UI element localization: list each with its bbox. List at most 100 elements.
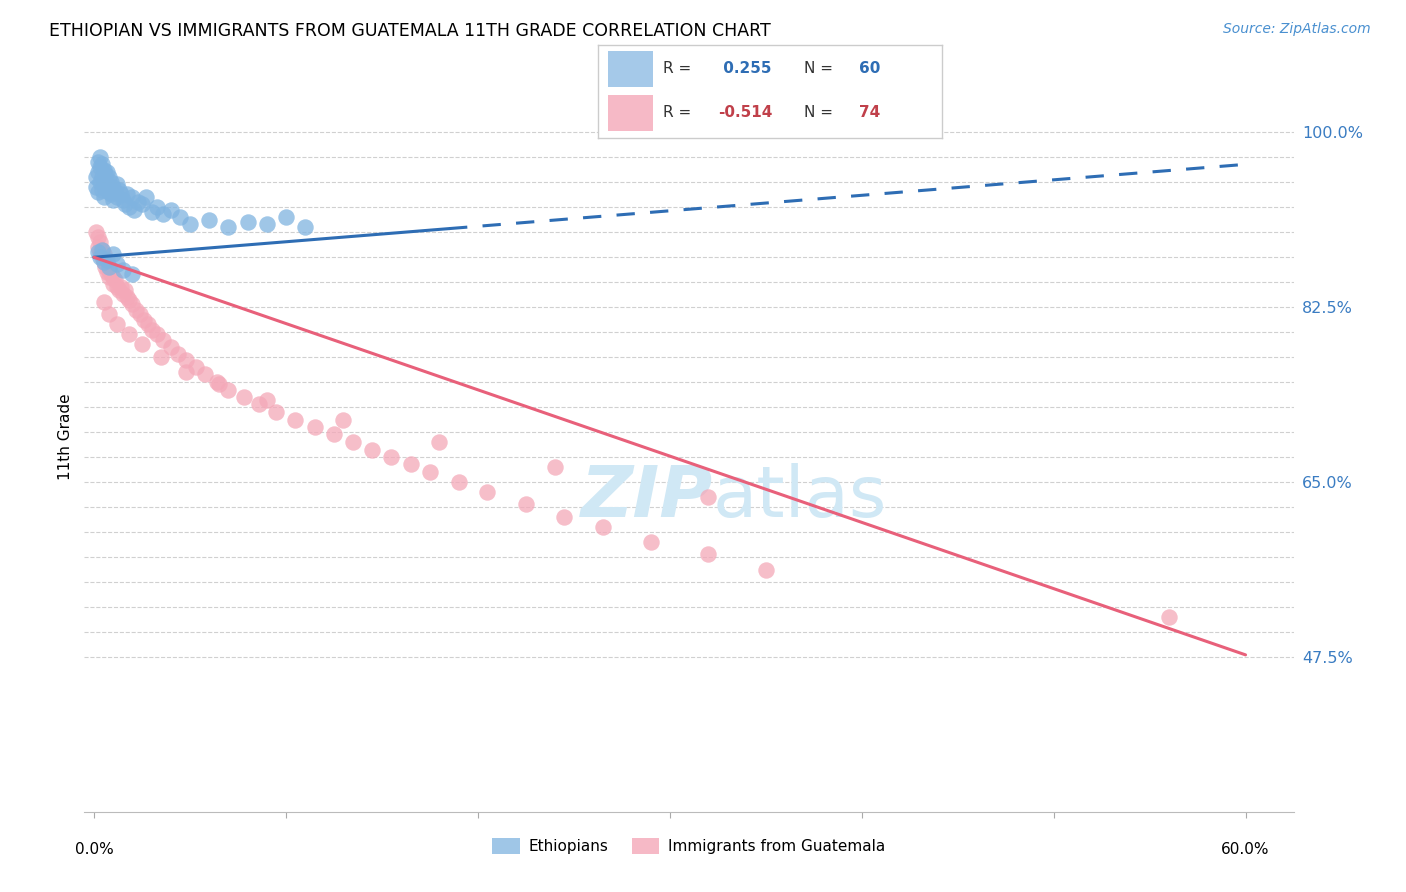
Point bbox=[108, 283, 131, 297]
Point bbox=[96, 253, 118, 268]
Point bbox=[101, 247, 124, 261]
Point bbox=[115, 290, 138, 304]
Point bbox=[98, 263, 121, 277]
Point bbox=[115, 187, 138, 202]
Point bbox=[174, 365, 197, 379]
Point bbox=[105, 257, 128, 271]
Point bbox=[1157, 610, 1180, 624]
Point bbox=[129, 307, 152, 321]
Point bbox=[429, 435, 451, 450]
Point bbox=[87, 240, 110, 254]
Point bbox=[114, 197, 136, 211]
Point bbox=[98, 186, 121, 200]
Point bbox=[93, 255, 115, 269]
Point bbox=[121, 297, 143, 311]
Point bbox=[101, 277, 124, 292]
Point bbox=[127, 195, 149, 210]
Text: ETHIOPIAN VS IMMIGRANTS FROM GUATEMALA 11TH GRADE CORRELATION CHART: ETHIOPIAN VS IMMIGRANTS FROM GUATEMALA 1… bbox=[49, 22, 770, 40]
Point bbox=[104, 273, 127, 287]
Point bbox=[150, 350, 173, 364]
Point bbox=[131, 337, 153, 351]
Point bbox=[135, 190, 157, 204]
Point bbox=[152, 333, 174, 347]
Text: 74: 74 bbox=[859, 105, 880, 120]
Text: R =: R = bbox=[664, 105, 696, 120]
Point bbox=[141, 205, 163, 219]
Point bbox=[146, 327, 169, 342]
Point bbox=[105, 280, 128, 294]
Point bbox=[105, 178, 128, 192]
Point bbox=[90, 183, 112, 197]
Point bbox=[121, 267, 143, 281]
Point bbox=[94, 167, 117, 181]
Point bbox=[96, 265, 118, 279]
Point bbox=[89, 250, 111, 264]
Y-axis label: 11th Grade: 11th Grade bbox=[58, 393, 73, 481]
Point bbox=[100, 175, 122, 189]
Text: 0.0%: 0.0% bbox=[75, 842, 114, 857]
Point bbox=[87, 165, 110, 179]
Point bbox=[105, 190, 128, 204]
Point bbox=[93, 255, 115, 269]
Point bbox=[141, 323, 163, 337]
Point bbox=[89, 175, 111, 189]
Point bbox=[697, 490, 720, 504]
Point bbox=[94, 181, 117, 195]
Point bbox=[167, 347, 190, 361]
Point bbox=[105, 317, 128, 331]
Point bbox=[87, 245, 110, 260]
Point bbox=[101, 180, 124, 194]
Point bbox=[136, 317, 159, 331]
Point bbox=[90, 170, 112, 185]
Point bbox=[93, 247, 115, 261]
Point bbox=[553, 510, 575, 524]
Point bbox=[93, 178, 115, 192]
Point bbox=[108, 183, 131, 197]
Point bbox=[247, 397, 270, 411]
Point bbox=[697, 547, 720, 561]
Point bbox=[94, 253, 117, 268]
Point bbox=[104, 186, 127, 200]
Point bbox=[179, 217, 201, 231]
Point bbox=[266, 405, 288, 419]
Point bbox=[90, 244, 112, 258]
Point bbox=[114, 283, 136, 297]
Point bbox=[94, 260, 117, 275]
Point bbox=[194, 367, 217, 381]
Point bbox=[98, 260, 121, 275]
Point bbox=[89, 161, 111, 175]
Point bbox=[131, 197, 153, 211]
Point bbox=[256, 393, 278, 408]
Point bbox=[100, 187, 122, 202]
Point bbox=[146, 200, 169, 214]
Point bbox=[84, 180, 107, 194]
Point bbox=[256, 217, 278, 231]
Point bbox=[184, 360, 207, 375]
Point bbox=[89, 245, 111, 260]
Point bbox=[399, 457, 422, 471]
Point bbox=[342, 435, 364, 450]
Point bbox=[101, 194, 124, 208]
Point bbox=[117, 293, 139, 308]
Point bbox=[117, 327, 139, 342]
Point bbox=[294, 220, 316, 235]
FancyBboxPatch shape bbox=[607, 51, 652, 87]
Point bbox=[640, 535, 662, 549]
Point bbox=[84, 225, 107, 239]
Point bbox=[332, 413, 354, 427]
Point bbox=[447, 475, 470, 489]
Point bbox=[87, 186, 110, 200]
Point bbox=[208, 377, 231, 392]
Point bbox=[477, 485, 499, 500]
Point bbox=[198, 213, 221, 227]
Point bbox=[125, 303, 148, 318]
Point bbox=[90, 157, 112, 171]
Point bbox=[90, 244, 112, 258]
Point bbox=[110, 187, 132, 202]
Point bbox=[96, 180, 118, 194]
Point bbox=[98, 170, 121, 185]
Point bbox=[380, 450, 402, 464]
Point bbox=[132, 313, 155, 327]
Point bbox=[304, 420, 326, 434]
Point bbox=[96, 257, 118, 271]
